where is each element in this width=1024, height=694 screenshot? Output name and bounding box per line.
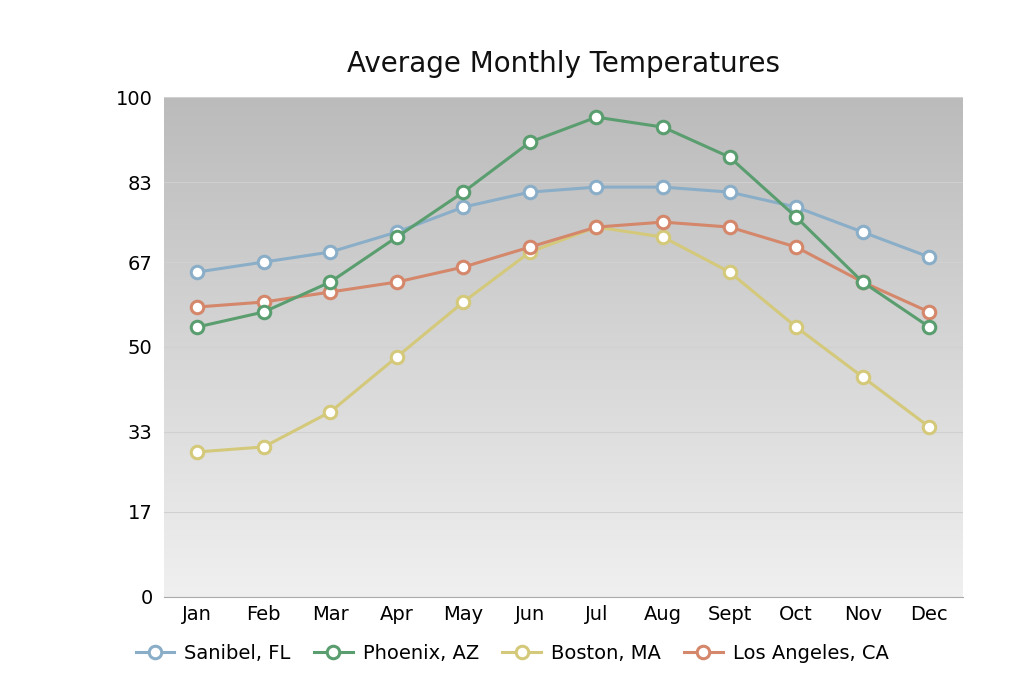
Boston, MA <box>457 298 469 306</box>
Phoenix, AZ <box>924 323 936 331</box>
Boston, MA <box>324 408 336 416</box>
Los Angeles, CA <box>590 223 602 231</box>
Phoenix, AZ <box>657 123 670 131</box>
Los Angeles, CA <box>723 223 735 231</box>
Boston, MA <box>791 323 803 331</box>
Sanibel, FL <box>190 268 203 276</box>
Phoenix, AZ <box>723 153 735 161</box>
Sanibel, FL <box>856 228 868 236</box>
Sanibel, FL <box>324 248 336 256</box>
Phoenix, AZ <box>324 278 336 286</box>
Sanibel, FL <box>791 203 803 211</box>
Boston, MA <box>924 423 936 431</box>
Los Angeles, CA <box>924 308 936 316</box>
Los Angeles, CA <box>391 278 403 286</box>
Phoenix, AZ <box>590 113 602 121</box>
Los Angeles, CA <box>258 298 270 306</box>
Los Angeles, CA <box>791 243 803 251</box>
Sanibel, FL <box>258 258 270 266</box>
Line: Boston, MA: Boston, MA <box>190 221 936 458</box>
Sanibel, FL <box>391 228 403 236</box>
Boston, MA <box>258 443 270 451</box>
Los Angeles, CA <box>856 278 868 286</box>
Phoenix, AZ <box>391 233 403 242</box>
Sanibel, FL <box>457 203 469 211</box>
Phoenix, AZ <box>856 278 868 286</box>
Boston, MA <box>524 248 537 256</box>
Phoenix, AZ <box>190 323 203 331</box>
Los Angeles, CA <box>657 218 670 226</box>
Phoenix, AZ <box>524 138 537 146</box>
Boston, MA <box>190 448 203 456</box>
Sanibel, FL <box>590 183 602 192</box>
Boston, MA <box>657 233 670 242</box>
Los Angeles, CA <box>324 288 336 296</box>
Line: Sanibel, FL: Sanibel, FL <box>190 181 936 278</box>
Los Angeles, CA <box>524 243 537 251</box>
Sanibel, FL <box>657 183 670 192</box>
Los Angeles, CA <box>457 263 469 271</box>
Boston, MA <box>856 373 868 381</box>
Boston, MA <box>391 353 403 361</box>
Los Angeles, CA <box>190 303 203 311</box>
Sanibel, FL <box>524 188 537 196</box>
Sanibel, FL <box>723 188 735 196</box>
Phoenix, AZ <box>258 308 270 316</box>
Boston, MA <box>723 268 735 276</box>
Line: Phoenix, AZ: Phoenix, AZ <box>190 111 936 333</box>
Boston, MA <box>590 223 602 231</box>
Sanibel, FL <box>924 253 936 261</box>
Legend: Sanibel, FL, Phoenix, AZ, Boston, MA, Los Angeles, CA: Sanibel, FL, Phoenix, AZ, Boston, MA, Lo… <box>128 636 896 670</box>
Phoenix, AZ <box>457 188 469 196</box>
Title: Average Monthly Temperatures: Average Monthly Temperatures <box>347 50 779 78</box>
Line: Los Angeles, CA: Los Angeles, CA <box>190 216 936 319</box>
Phoenix, AZ <box>791 213 803 221</box>
